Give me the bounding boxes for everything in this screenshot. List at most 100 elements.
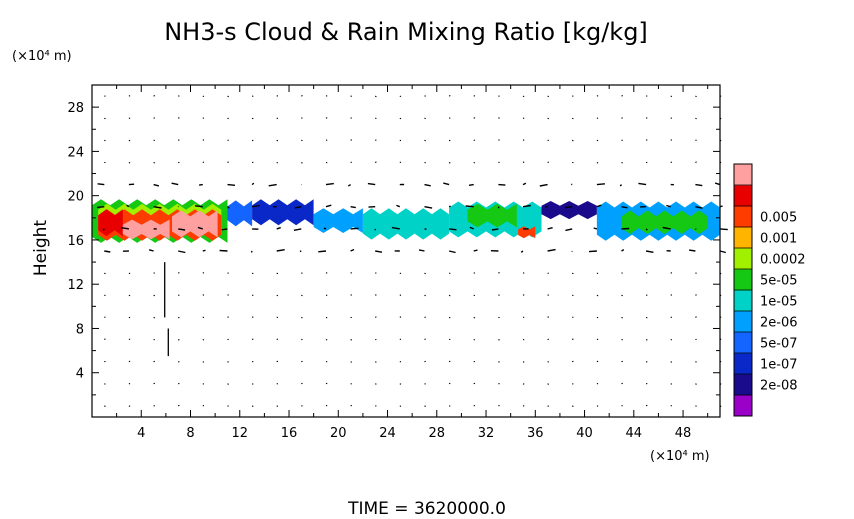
wind-vector <box>399 117 402 120</box>
wind-vector <box>374 161 377 163</box>
wind-vector <box>621 95 623 97</box>
wind-vector <box>448 382 451 385</box>
wind-vector <box>325 182 334 186</box>
wind-vector <box>662 226 671 230</box>
wind-vector <box>498 272 500 274</box>
wind-vector <box>391 226 400 230</box>
wind-vector <box>520 250 524 253</box>
wind-vector <box>126 204 130 208</box>
wind-vector <box>104 250 111 253</box>
cloud-region <box>122 219 170 240</box>
wind-vector <box>325 117 328 119</box>
wind-vector <box>468 183 474 186</box>
wind-vector <box>695 161 697 163</box>
wind-vector <box>104 272 106 275</box>
wind-vector <box>424 272 426 275</box>
x-tick-label: 32 <box>478 426 495 441</box>
wind-vector <box>294 206 302 209</box>
wind-vector <box>128 161 131 164</box>
wind-vector <box>153 206 162 209</box>
wind-vector <box>276 338 279 341</box>
wind-vector <box>469 226 474 230</box>
wind-vector <box>714 182 721 186</box>
wind-vector <box>374 361 377 363</box>
wind-vector <box>695 228 697 230</box>
wind-vector <box>596 95 599 97</box>
wind-vector <box>350 339 353 341</box>
wind-vector <box>301 162 303 164</box>
x-tick-label: 36 <box>527 426 544 441</box>
wind-vector <box>448 205 451 208</box>
footer-time: TIME = 3620000.0 <box>347 499 506 519</box>
wind-vector <box>448 250 456 254</box>
cloud-field <box>92 199 720 243</box>
cloud-region <box>541 201 597 220</box>
wind-vector <box>251 117 254 120</box>
wind-vector <box>276 226 281 230</box>
x-tick-label: 40 <box>576 426 593 441</box>
wind-vector <box>596 161 599 164</box>
wind-vector <box>689 249 696 252</box>
wind-vector <box>565 206 573 209</box>
wind-vector <box>148 249 154 252</box>
y-tick-label: 20 <box>67 190 84 205</box>
wind-vector <box>251 316 254 318</box>
wind-vector <box>153 183 160 187</box>
wind-vector <box>268 183 277 187</box>
wind-vector <box>522 361 525 363</box>
wind-vector <box>473 382 476 385</box>
wind-vector <box>645 139 648 141</box>
wind-vector <box>350 294 353 296</box>
wind-vector <box>104 117 106 120</box>
wind-vector <box>522 161 525 163</box>
wind-vector <box>177 316 180 319</box>
wind-vector <box>104 338 106 340</box>
wind-vector <box>547 383 550 385</box>
colorbar-swatch <box>734 374 752 396</box>
y-tick-label: 24 <box>67 145 84 160</box>
wind-vector <box>325 382 328 385</box>
wind-vector <box>473 117 476 119</box>
cloud-region <box>252 199 314 226</box>
wind-vector <box>695 316 697 318</box>
wind-vector <box>396 204 401 208</box>
wind-vector <box>547 161 550 164</box>
wind-vector <box>227 95 229 98</box>
y-tick-label: 16 <box>67 234 84 249</box>
wind-vector <box>121 227 130 230</box>
x-tick-label: 44 <box>626 426 643 441</box>
wind-vector <box>424 139 426 142</box>
wind-vector <box>153 117 156 119</box>
wind-vector <box>719 250 726 254</box>
wind-vector <box>202 361 205 363</box>
wind-vector <box>177 404 180 407</box>
wind-vector <box>596 139 599 142</box>
wind-vector <box>301 316 303 319</box>
wind-vector <box>638 182 647 186</box>
wind-vector <box>399 383 402 385</box>
wind-vector <box>695 95 697 98</box>
y-axis-label: Height <box>31 220 51 277</box>
wind-vector <box>596 183 605 186</box>
wind-vector <box>97 183 105 186</box>
colorbar-label: 0.005 <box>760 211 797 226</box>
wind-vector <box>219 249 228 252</box>
wind-vector <box>596 360 599 363</box>
x-tick-label: 48 <box>675 426 692 441</box>
wind-vector <box>547 227 553 230</box>
wind-vector <box>596 294 599 297</box>
wind-vector <box>197 226 204 230</box>
wind-vector <box>325 204 332 208</box>
wind-vector <box>104 139 106 142</box>
wind-vector <box>227 294 229 296</box>
wind-vector <box>199 183 203 186</box>
wind-vector <box>194 205 203 208</box>
wind-vector <box>522 204 531 208</box>
wind-vector <box>448 360 451 363</box>
wind-vector <box>399 405 402 407</box>
colorbar-swatch <box>734 395 752 417</box>
wind-vector <box>374 95 377 98</box>
wind-vector <box>645 404 648 407</box>
cloud-region <box>467 203 517 228</box>
wind-vector <box>318 250 327 253</box>
